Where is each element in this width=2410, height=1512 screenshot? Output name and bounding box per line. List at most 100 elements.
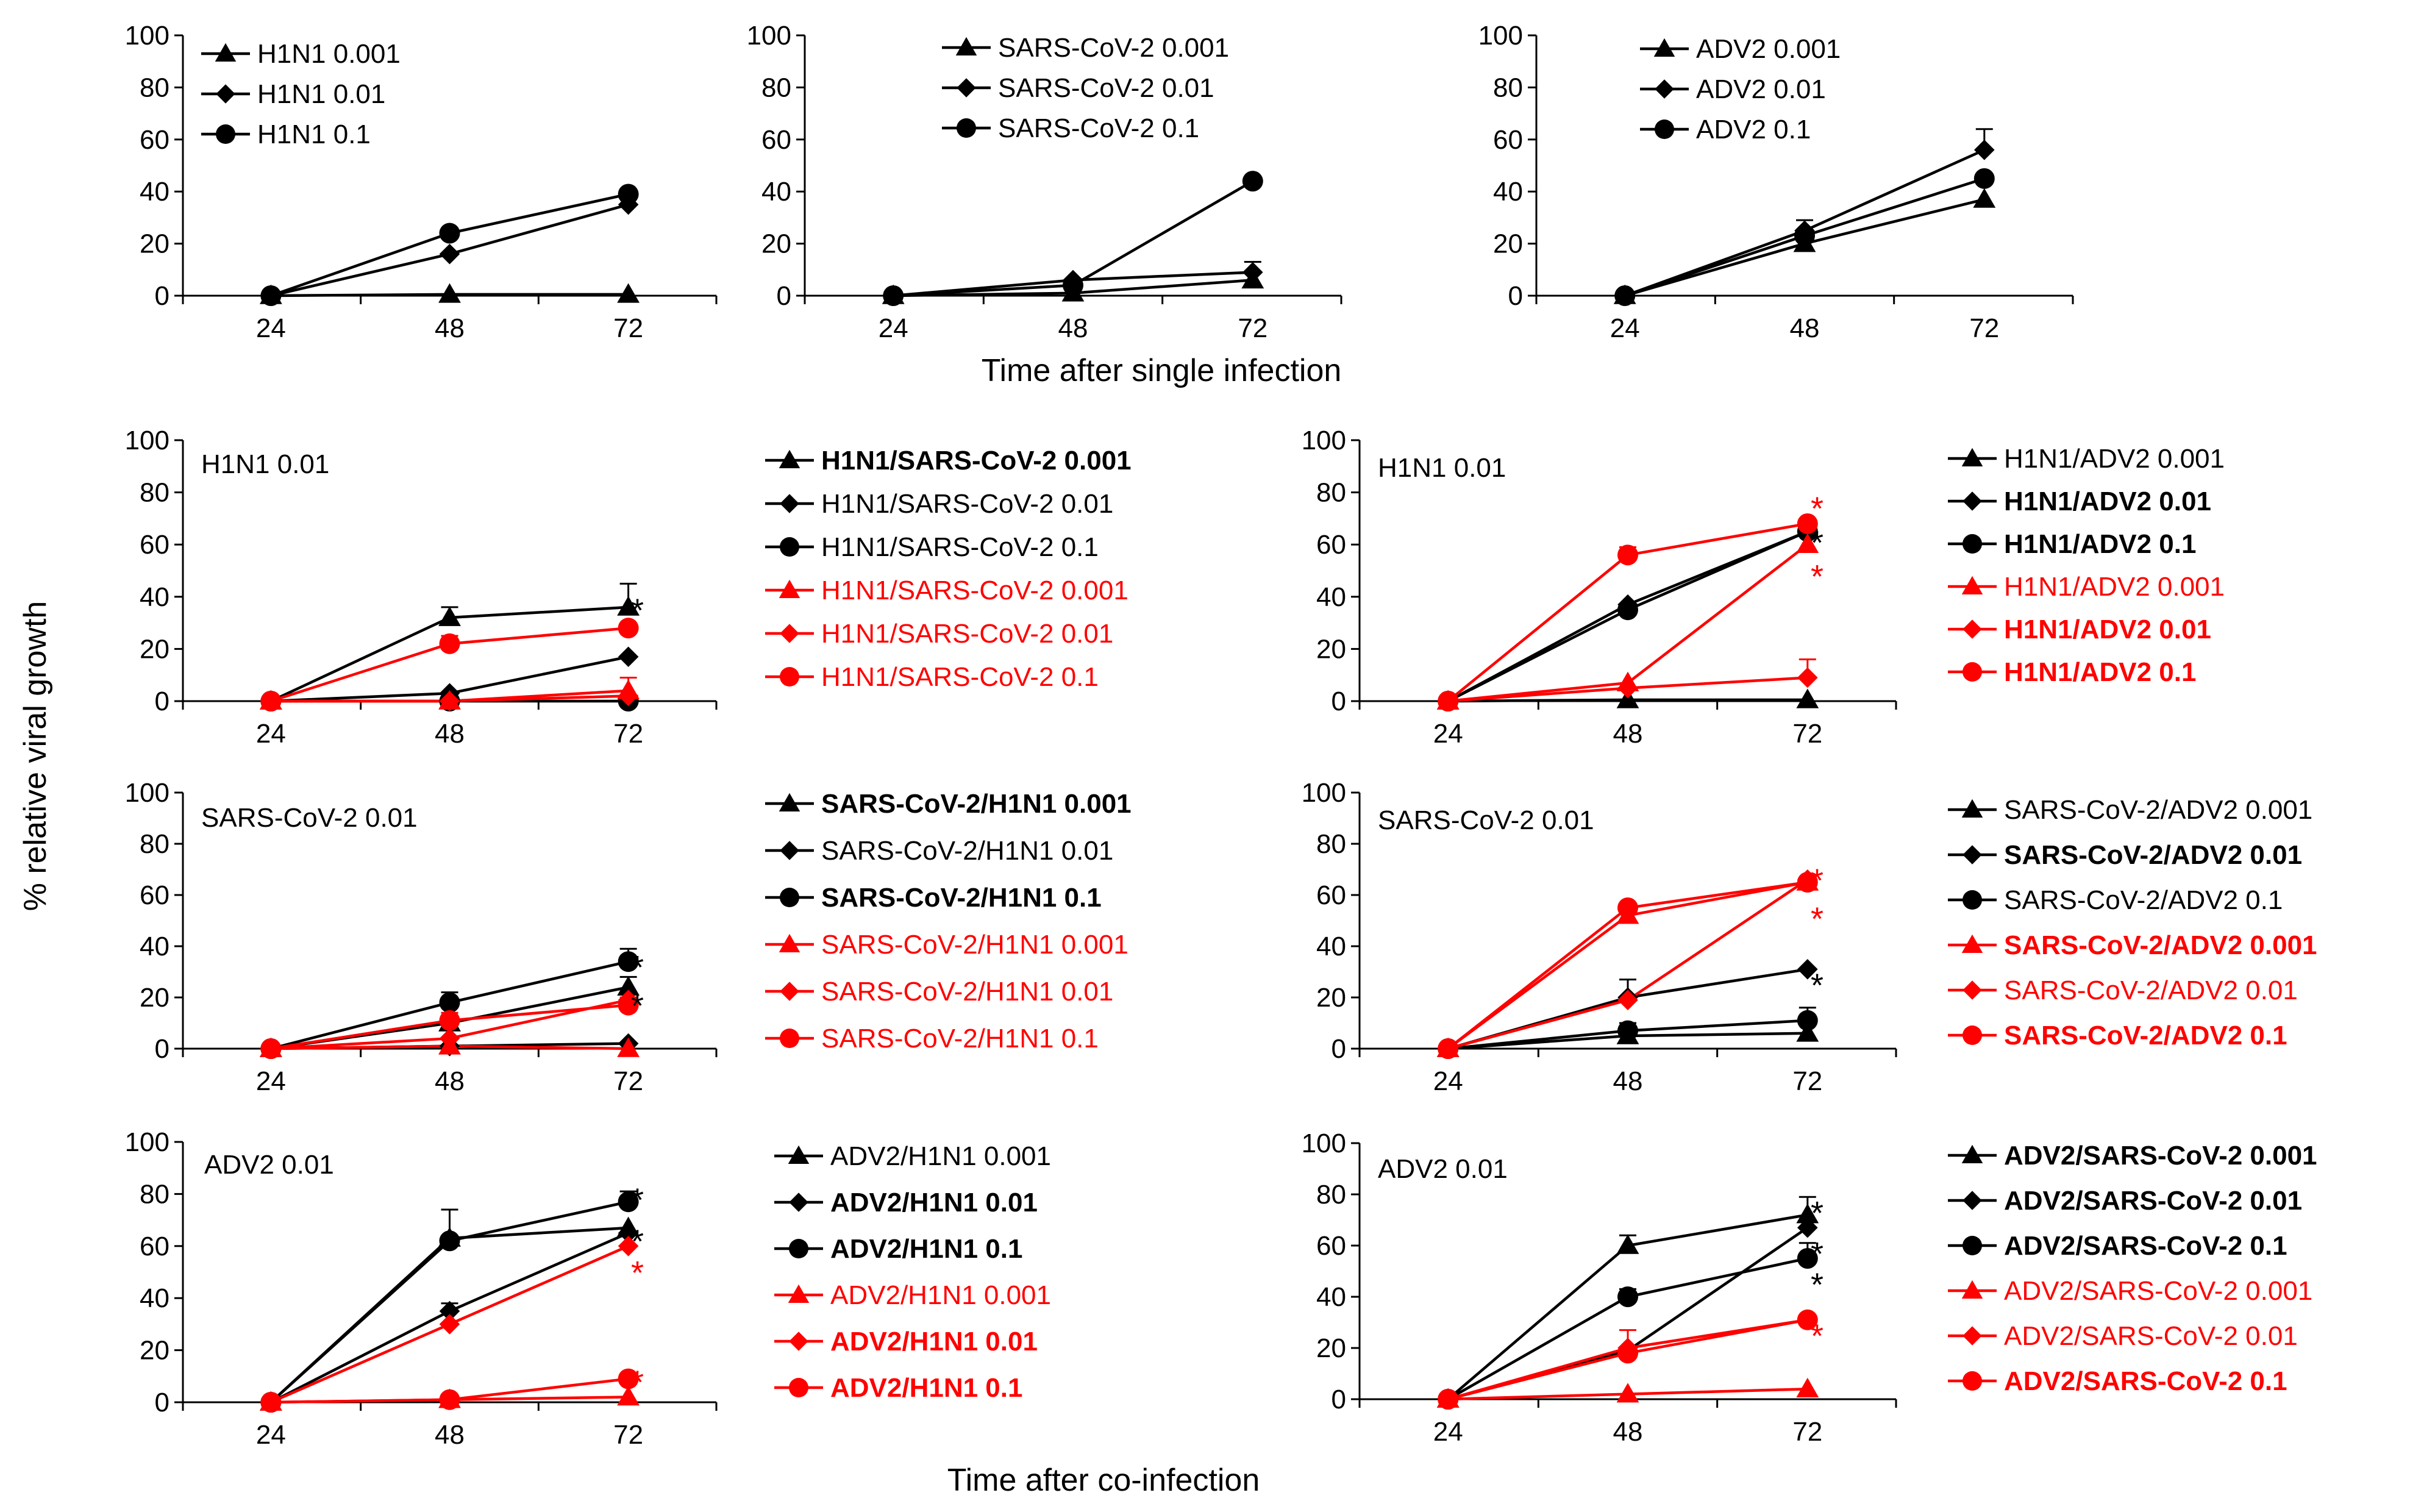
y-tick-label: 80 [1316, 478, 1346, 508]
significance-star: * [1811, 1195, 1824, 1232]
y-tick-label: 20 [140, 1336, 169, 1366]
legend-marker [1963, 662, 1982, 682]
legend-marker [780, 1029, 799, 1048]
data-point [1617, 1286, 1638, 1307]
x-tick-label: 72 [1792, 1066, 1822, 1096]
legend-marker [780, 888, 799, 907]
legend-marker [789, 1193, 808, 1212]
legend-label: ADV2 0.01 [1696, 74, 1826, 104]
legend-label: H1N1/ADV2 0.1 [2004, 657, 2196, 687]
y-tick-label: 80 [1493, 73, 1523, 102]
legend-label: SARS-CoV-2/H1N1 0.1 [821, 1024, 1099, 1054]
legend-label: H1N1/ADV2 0.001 [2004, 444, 2225, 474]
data-point [1438, 1038, 1458, 1059]
significance-star: * [631, 949, 644, 986]
x-tick-label: 72 [1792, 1417, 1822, 1447]
y-tick-label: 0 [1508, 281, 1523, 311]
y-tick-label: 60 [1316, 530, 1346, 560]
legend-label: H1N1/ADV2 0.1 [2004, 529, 2196, 559]
data-point [618, 646, 639, 667]
legend-marker [957, 118, 976, 138]
data-point [440, 244, 460, 265]
y-tick-label: 60 [140, 1232, 169, 1261]
significance-star: * [1811, 1318, 1824, 1355]
legend-label: ADV2/SARS-CoV-2 0.1 [2004, 1366, 2287, 1396]
x-tick-label: 48 [1613, 1066, 1643, 1096]
legend-marker [1963, 1025, 1982, 1045]
legend-label: H1N1/SARS-CoV-2 0.01 [821, 619, 1113, 649]
data-point [1438, 691, 1458, 711]
legend-label: H1N1/ADV2 0.001 [2004, 572, 2225, 602]
x-tick-label: 24 [1610, 313, 1640, 343]
legend-label: H1N1 0.001 [257, 39, 401, 69]
y-tick-label: 20 [1316, 634, 1346, 664]
data-point [260, 691, 281, 711]
legend-marker [780, 982, 799, 1001]
x-tick-label: 24 [256, 719, 286, 749]
data-point [260, 285, 281, 306]
legend-label: SARS-CoV-2/H1N1 0.001 [821, 930, 1128, 960]
legend-label: SARS-CoV-2 0.01 [998, 73, 1214, 103]
data-point [1974, 168, 1995, 189]
y-tick-label: 80 [1316, 829, 1346, 859]
legend-marker [1963, 1326, 1982, 1346]
data-point [440, 1230, 460, 1251]
legend-label: SARS-CoV-2/H1N1 0.01 [821, 836, 1113, 866]
chart-panel: 02040608010024 48 72H1N1 0.01***H1N1/ADV2 … [1302, 426, 2225, 749]
y-tick-label: 100 [125, 778, 169, 808]
legend-label: H1N1/ADV2 0.01 [2004, 487, 2211, 516]
data-point [1063, 275, 1083, 296]
y-tick-label: 20 [140, 229, 169, 259]
data-point [1797, 1010, 1818, 1031]
x-tick-label: 72 [613, 719, 643, 749]
legend-label: SARS-CoV-2/ADV2 0.01 [2004, 975, 2298, 1005]
legend-label: SARS-CoV-2/ADV2 0.001 [2004, 795, 2312, 825]
y-tick-label: 60 [140, 880, 169, 910]
legend-marker [1963, 1191, 1982, 1210]
panel-label: SARS-CoV-2 0.01 [1378, 805, 1594, 835]
legend-label: SARS-CoV-2/ADV2 0.01 [2004, 840, 2302, 870]
significance-star: * [1811, 862, 1824, 899]
legend-label: SARS-CoV-2/H1N1 0.1 [821, 883, 1102, 913]
data-point [260, 1038, 281, 1059]
legend-label: H1N1/SARS-CoV-2 0.1 [821, 532, 1099, 562]
legend-marker [1655, 79, 1674, 99]
legend-marker [1655, 119, 1674, 139]
significance-star: * [631, 1182, 644, 1218]
panel-label: H1N1 0.01 [201, 449, 329, 479]
significance-star: * [631, 1364, 644, 1400]
panel-label: ADV2 0.01 [1378, 1154, 1508, 1184]
x-tick-label: 48 [435, 1420, 465, 1450]
y-tick-label: 80 [140, 1179, 169, 1209]
y-tick-label: 100 [125, 21, 169, 51]
y-tick-label: 0 [155, 1034, 169, 1064]
legend-label: ADV2/H1N1 0.1 [830, 1373, 1022, 1403]
chart-panel: 02040608010024 48 72ADV2 0.001ADV2 0.01ADV… [1478, 21, 2073, 343]
data-point [440, 1389, 460, 1410]
data-point [1617, 678, 1638, 699]
data-point [1796, 688, 1819, 708]
legend-marker [1963, 491, 1982, 511]
chart-panel: 02040608010024 48 72SARS-CoV-2 0.01**SARS-… [125, 778, 1132, 1096]
data-point [1617, 990, 1638, 1010]
legend-label: ADV2/H1N1 0.1 [830, 1234, 1022, 1264]
chart-panel: 02040608010024 48 72SARS-CoV-2 0.01***SARS… [1302, 778, 2317, 1096]
legend-marker [780, 494, 799, 513]
data-point [260, 1392, 281, 1413]
data-point [440, 223, 460, 244]
data-point [440, 1010, 460, 1031]
significance-star: * [1811, 900, 1824, 937]
legend-marker [1963, 845, 1982, 865]
y-tick-label: 40 [140, 582, 169, 612]
y-tick-label: 40 [1493, 177, 1523, 207]
x-tick-label: 24 [1433, 719, 1463, 749]
x-axis-title-single: Time after single infection [982, 353, 1342, 388]
x-tick-label: 72 [1969, 313, 1999, 343]
legend-marker [1963, 619, 1982, 639]
x-tick-label: 72 [613, 313, 643, 343]
panel-label: ADV2 0.01 [204, 1150, 334, 1180]
y-tick-label: 60 [1316, 1231, 1346, 1261]
chart-panel: 0 20 40 60 80 100 24 48 72 SARS-CoV-2 0.001 SARS-C… [747, 21, 1341, 343]
legend-marker [1963, 890, 1982, 910]
x-tick-label: 24 [256, 1066, 286, 1096]
